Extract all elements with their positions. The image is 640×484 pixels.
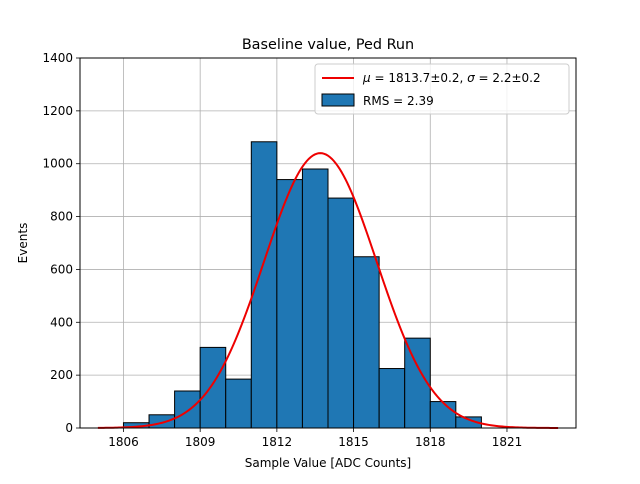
- y-tick-label: 600: [50, 262, 73, 276]
- x-tick-label: 1806: [108, 435, 139, 449]
- y-tick-label: 200: [50, 368, 73, 382]
- legend-mu-value: = 1813.7±0.2,: [371, 71, 467, 85]
- x-tick-label: 1821: [492, 435, 523, 449]
- legend: μ = 1813.7±0.2, σ = 2.2±0.2 RMS = 2.39: [314, 63, 570, 115]
- histogram-bar: [301, 168, 329, 429]
- x-axis-label: Sample Value [ADC Counts]: [245, 456, 411, 470]
- histogram-bar: [174, 390, 201, 429]
- legend-sigma-value: = 2.2±0.2: [475, 71, 541, 85]
- x-axis-ticks: 1806 1809 1812 1815 1818 1821: [108, 428, 522, 449]
- histogram-bar: [225, 378, 252, 429]
- histogram-bar: [276, 179, 303, 429]
- legend-sigma-symbol: σ: [467, 71, 475, 85]
- histogram-bar: [429, 401, 457, 429]
- y-axis-label: Events: [16, 223, 30, 264]
- legend-frame: [314, 63, 570, 115]
- y-tick-label: 1400: [42, 51, 73, 65]
- legend-mu-symbol: μ: [362, 71, 371, 85]
- legend-histogram-swatch: [321, 93, 355, 107]
- gaussian-fit-curve: [97, 152, 559, 429]
- histogram-bar: [353, 256, 380, 429]
- x-tick-label: 1818: [415, 435, 446, 449]
- x-tick-label: 1809: [185, 435, 216, 449]
- histogram-bar: [378, 368, 406, 429]
- x-tick-label: 1812: [262, 435, 293, 449]
- y-axis-ticks: 0 200 400 600 800 1000 1200 1400: [42, 51, 80, 435]
- y-tick-label: 1000: [42, 157, 73, 171]
- y-tick-label: 0: [65, 421, 73, 435]
- histogram-bar: [148, 414, 176, 429]
- legend-histogram-label: RMS = 2.39: [363, 94, 434, 108]
- y-tick-label: 800: [50, 210, 73, 224]
- chart-title: Baseline value, Ped Run: [242, 37, 414, 53]
- y-tick-label: 400: [50, 315, 73, 329]
- y-tick-label: 1200: [42, 104, 73, 118]
- x-tick-label: 1815: [338, 435, 369, 449]
- histogram-bar: [199, 346, 227, 429]
- plot-area-frame: [79, 57, 577, 429]
- legend-fit-label: μ = 1813.7±0.2, σ = 2.2±0.2: [362, 71, 541, 85]
- histogram-bar: [327, 197, 355, 429]
